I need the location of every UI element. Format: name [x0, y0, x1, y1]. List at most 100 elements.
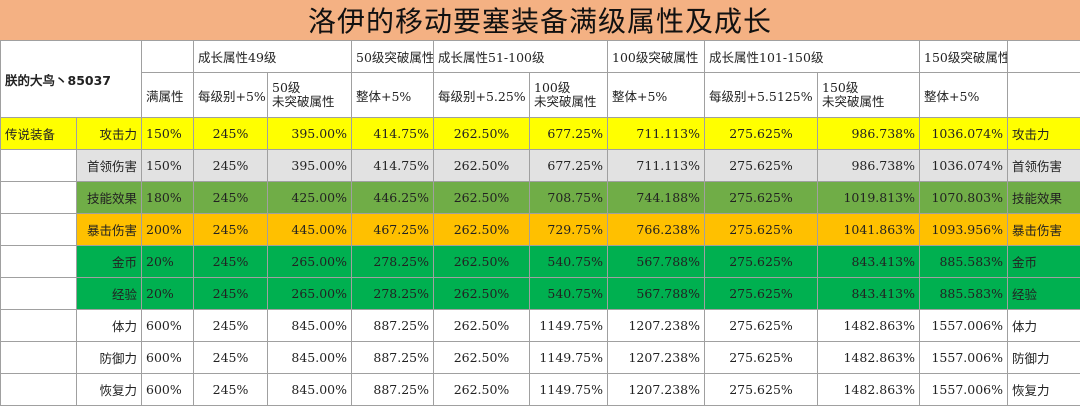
- row-unbreak-50: 425.00%: [267, 181, 352, 214]
- row-unbreak-150: 1482.863%: [816, 373, 921, 406]
- row-growth-49: 245%: [193, 245, 268, 278]
- row-break-100: 1207.238%: [607, 341, 705, 374]
- row-growth-100: 262.50%: [433, 277, 530, 310]
- row-attr-name: 体力: [76, 309, 142, 342]
- row-growth-150: 275.625%: [704, 373, 818, 406]
- row-break-50: 278.25%: [351, 245, 434, 278]
- table-row: 防御力 600% 245% 845.00% 887.25% 262.50% 1149.75%…: [0, 341, 1080, 374]
- row-growth-49: 245%: [193, 149, 268, 182]
- header-lv150-line2: 未突破属性: [822, 94, 885, 109]
- row-growth-100: 262.50%: [433, 309, 530, 342]
- row-unbreak-150: 1019.813%: [816, 181, 921, 214]
- row-attr-name: 暴击伤害: [76, 213, 142, 246]
- row-unbreak-50: 395.00%: [267, 149, 352, 182]
- row-attr-name-right: 金币: [1007, 245, 1080, 278]
- sheet-title: 洛伊的移动要塞装备满级属性及成长: [0, 0, 1080, 41]
- row-growth-150: 275.625%: [704, 149, 818, 182]
- row-unbreak-100: 708.75%: [529, 181, 608, 214]
- row-group-label: [0, 149, 77, 182]
- row-group-label: [0, 373, 77, 406]
- row-growth-100: 262.50%: [433, 373, 530, 406]
- row-unbreak-50: 845.00%: [267, 309, 352, 342]
- row-growth-150: 275.625%: [704, 309, 818, 342]
- row-growth-49: 245%: [193, 117, 268, 150]
- row-group-label: [0, 277, 77, 310]
- header-per-level-55125: 每级别+5.5125%: [704, 72, 818, 118]
- row-break-100: 711.113%: [607, 149, 705, 182]
- row-max-attr: 180%: [141, 181, 194, 214]
- row-growth-49: 245%: [193, 181, 268, 214]
- row-unbreak-150: 1482.863%: [816, 309, 921, 342]
- row-attr-name: 防御力: [76, 341, 142, 374]
- row-group-label: [0, 309, 77, 342]
- row-break-100: 766.238%: [607, 213, 705, 246]
- row-growth-49: 245%: [193, 213, 268, 246]
- row-growth-100: 262.50%: [433, 117, 530, 150]
- row-unbreak-150: 843.413%: [816, 245, 921, 278]
- row-break-100: 1207.238%: [607, 309, 705, 342]
- row-group-label: [0, 213, 77, 246]
- row-attr-name: 首领伤害: [76, 149, 142, 182]
- row-break-150: 1093.956%: [919, 213, 1009, 246]
- header-lv50-line2: 未突破属性: [272, 94, 335, 109]
- row-break-50: 887.25%: [351, 373, 434, 406]
- row-unbreak-150: 1041.863%: [816, 213, 921, 246]
- row-growth-100: 262.50%: [433, 149, 530, 182]
- row-unbreak-150: 1482.863%: [816, 341, 921, 374]
- row-break-150: 1070.803%: [919, 181, 1009, 214]
- row-unbreak-100: 540.75%: [529, 245, 608, 278]
- row-max-attr: 20%: [141, 245, 194, 278]
- header-per-level-5: 每级别+5%: [193, 72, 268, 118]
- row-max-attr: 150%: [141, 149, 194, 182]
- row-unbreak-100: 677.25%: [529, 117, 608, 150]
- table-row: 首领伤害 150% 245% 395.00% 414.75% 262.50% 677.25%…: [0, 149, 1080, 182]
- row-unbreak-50: 445.00%: [267, 213, 352, 246]
- row-break-100: 744.188%: [607, 181, 705, 214]
- row-unbreak-100: 677.25%: [529, 149, 608, 182]
- row-attr-name-right: 体力: [1007, 309, 1080, 342]
- header-overall-5-c: 整体+5%: [919, 72, 1009, 118]
- row-unbreak-50: 845.00%: [267, 373, 352, 406]
- row-group-label: 传说装备: [0, 117, 77, 150]
- row-growth-150: 275.625%: [704, 245, 818, 278]
- table-row: 金币 20% 245% 265.00% 278.25% 262.50% 540.75% 567…: [0, 245, 1080, 278]
- row-break-150: 1036.074%: [919, 117, 1009, 150]
- row-attr-name: 金币: [76, 245, 142, 278]
- table-row: 技能效果 180% 245% 425.00% 446.25% 262.50% 708.75%…: [0, 181, 1080, 214]
- row-growth-49: 245%: [193, 277, 268, 310]
- header-row-2: 满属性 每级别+5% 50级 未突破属性 整体+5% 每级别+5.25% 100级…: [1, 72, 1080, 118]
- row-break-50: 278.25%: [351, 277, 434, 310]
- row-break-50: 887.25%: [351, 341, 434, 374]
- header-lv50-line1: 50级: [272, 80, 301, 95]
- row-break-50: 467.25%: [351, 213, 434, 246]
- row-break-150: 885.583%: [919, 277, 1009, 310]
- row-unbreak-100: 1149.75%: [529, 341, 608, 374]
- row-break-100: 1207.238%: [607, 373, 705, 406]
- row-attr-name-right: 攻击力: [1007, 117, 1080, 150]
- row-break-50: 446.25%: [351, 181, 434, 214]
- row-unbreak-100: 1149.75%: [529, 309, 608, 342]
- row-max-attr: 150%: [141, 117, 194, 150]
- header-row-1: 朕的大鸟丶85037 成长属性49级 50级突破属性 成长属性51-100级 1…: [0, 40, 1080, 118]
- row-break-150: 1557.006%: [919, 309, 1009, 342]
- row-attr-name: 经验: [76, 277, 142, 310]
- row-break-50: 887.25%: [351, 309, 434, 342]
- row-unbreak-150: 843.413%: [816, 277, 921, 310]
- header-growth-101-150: 成长属性101-150级: [703, 40, 921, 73]
- row-break-50: 414.75%: [351, 149, 434, 182]
- row-growth-150: 275.625%: [704, 181, 818, 214]
- attribute-table: 朕的大鸟丶85037 成长属性49级 50级突破属性 成长属性51-100级 1…: [0, 40, 1080, 406]
- row-growth-150: 275.625%: [704, 277, 818, 310]
- table-row: 经验 20% 245% 265.00% 278.25% 262.50% 540.75% 567…: [0, 277, 1080, 310]
- row-attr-name-right: 首领伤害: [1007, 149, 1080, 182]
- row-unbreak-50: 265.00%: [267, 277, 352, 310]
- header-growth-51-100: 成长属性51-100级: [433, 40, 608, 73]
- row-unbreak-100: 729.75%: [529, 213, 608, 246]
- header-per-level-525: 每级别+5.25%: [433, 72, 530, 118]
- row-group-label: [0, 341, 77, 374]
- row-growth-49: 245%: [193, 309, 268, 342]
- header-overall-5-b: 整体+5%: [607, 72, 705, 118]
- header-lv150-line1: 150级: [822, 80, 859, 95]
- row-growth-100: 262.50%: [433, 213, 530, 246]
